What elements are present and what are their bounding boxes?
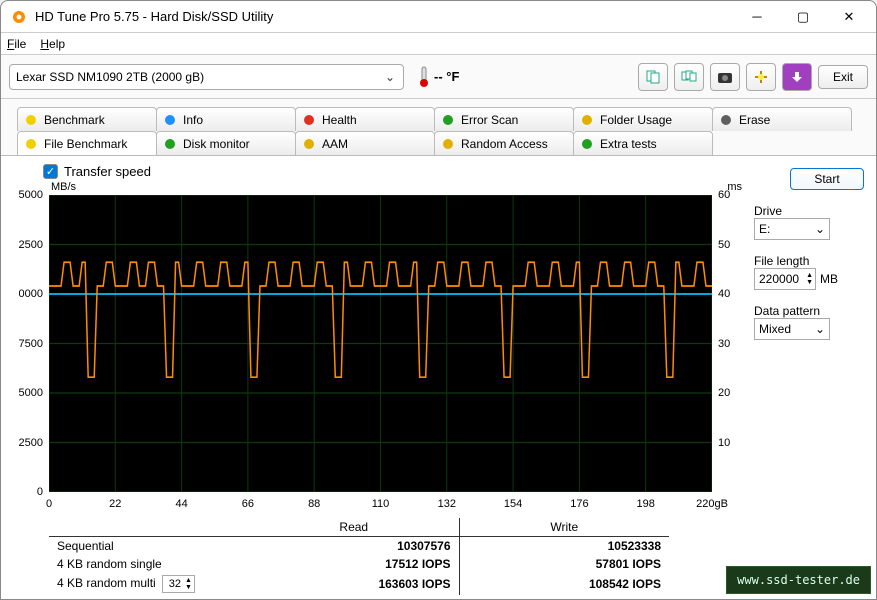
result-row: 4 KB random single17512 IOPS57801 IOPS	[49, 555, 669, 573]
y-axis-left-label: MB/s	[51, 181, 76, 193]
chevron-down-icon: ⌄	[815, 322, 825, 336]
chevron-down-icon: ⌄	[383, 70, 397, 84]
tab-icon	[441, 137, 455, 151]
results-table: ReadWriteSequential10307576105233384 KB …	[49, 518, 742, 595]
content-area: ✓ Transfer speed MB/s ms 500025000000750…	[1, 156, 876, 599]
tab-icon	[719, 113, 733, 127]
tab-icon	[24, 137, 38, 151]
tab-icon	[441, 113, 455, 127]
drive-label: Drive	[754, 204, 864, 218]
check-icon: ✓	[43, 164, 58, 179]
transfer-speed-checkbox[interactable]: ✓ Transfer speed	[43, 164, 742, 179]
titlebar: HD Tune Pro 5.75 - Hard Disk/SSD Utility…	[1, 1, 876, 33]
copy-all-button[interactable]	[674, 63, 704, 91]
tab-aam[interactable]: AAM	[295, 131, 435, 155]
tab-icon	[580, 113, 594, 127]
thread-count-spinner[interactable]: 32▲▼	[162, 575, 195, 593]
menu-help[interactable]: Help	[40, 37, 65, 51]
watermark: www.ssd-tester.de	[726, 566, 871, 594]
save-button[interactable]	[782, 63, 812, 91]
chart-area: MB/s ms 50002500000075005000250006050403…	[13, 183, 742, 512]
settings-button[interactable]	[746, 63, 776, 91]
tab-health[interactable]: Health	[295, 107, 435, 131]
drive-dropdown[interactable]: Lexar SSD NM1090 2TB (2000 gB) ⌄	[9, 64, 404, 90]
tab-random-access[interactable]: Random Access	[434, 131, 574, 155]
pattern-label: Data pattern	[754, 304, 864, 318]
thermometer-icon	[418, 65, 430, 89]
tab-icon	[302, 113, 316, 127]
spinner-arrows-icon: ▲▼	[806, 272, 813, 286]
drive-combo[interactable]: E: ⌄	[754, 218, 830, 240]
filelength-label: File length	[754, 254, 864, 268]
chevron-down-icon: ⌄	[815, 222, 825, 236]
tab-info[interactable]: Info	[156, 107, 296, 131]
tab-extra-tests[interactable]: Extra tests	[573, 131, 713, 155]
toolbar: Lexar SSD NM1090 2TB (2000 gB) ⌄ -- °F E…	[1, 55, 876, 99]
app-icon	[11, 9, 27, 25]
result-row: Sequential1030757610523338	[49, 537, 669, 556]
result-row: 4 KB random multi32▲▼163603 IOPS108542 I…	[49, 573, 669, 595]
exit-button[interactable]: Exit	[818, 65, 868, 89]
tab-erase[interactable]: Erase	[712, 107, 852, 131]
tab-disk-monitor[interactable]: Disk monitor	[156, 131, 296, 155]
sidebar: Start Drive E: ⌄ File length 220000 ▲▼ M…	[754, 164, 864, 595]
temperature-display: -- °F	[418, 65, 459, 89]
copy-button[interactable]	[638, 63, 668, 91]
app-window: HD Tune Pro 5.75 - Hard Disk/SSD Utility…	[0, 0, 877, 600]
minimize-button[interactable]: ─	[734, 2, 780, 32]
tab-strip: BenchmarkInfoHealthError ScanFolder Usag…	[1, 99, 876, 156]
tab-folder-usage[interactable]: Folder Usage	[573, 107, 713, 131]
tab-icon	[580, 137, 594, 151]
tab-icon	[24, 113, 38, 127]
drive-dropdown-value: Lexar SSD NM1090 2TB (2000 gB)	[16, 70, 383, 84]
chart-canvas	[49, 195, 712, 492]
menubar: File Help	[1, 33, 876, 55]
tab-icon	[163, 137, 177, 151]
tab-icon	[302, 137, 316, 151]
tab-icon	[163, 113, 177, 127]
tab-file-benchmark[interactable]: File Benchmark	[17, 131, 157, 155]
tab-error-scan[interactable]: Error Scan	[434, 107, 574, 131]
maximize-button[interactable]: ▢	[780, 2, 826, 32]
pattern-combo[interactable]: Mixed ⌄	[754, 318, 830, 340]
start-button[interactable]: Start	[790, 168, 864, 190]
window-title: HD Tune Pro 5.75 - Hard Disk/SSD Utility	[35, 9, 734, 24]
close-button[interactable]: ✕	[826, 2, 872, 32]
chart-panel: ✓ Transfer speed MB/s ms 500025000000750…	[13, 164, 742, 595]
screenshot-button[interactable]	[710, 63, 740, 91]
menu-file[interactable]: File	[7, 37, 26, 51]
tab-benchmark[interactable]: Benchmark	[17, 107, 157, 131]
filelength-input[interactable]: 220000 ▲▼	[754, 268, 816, 290]
